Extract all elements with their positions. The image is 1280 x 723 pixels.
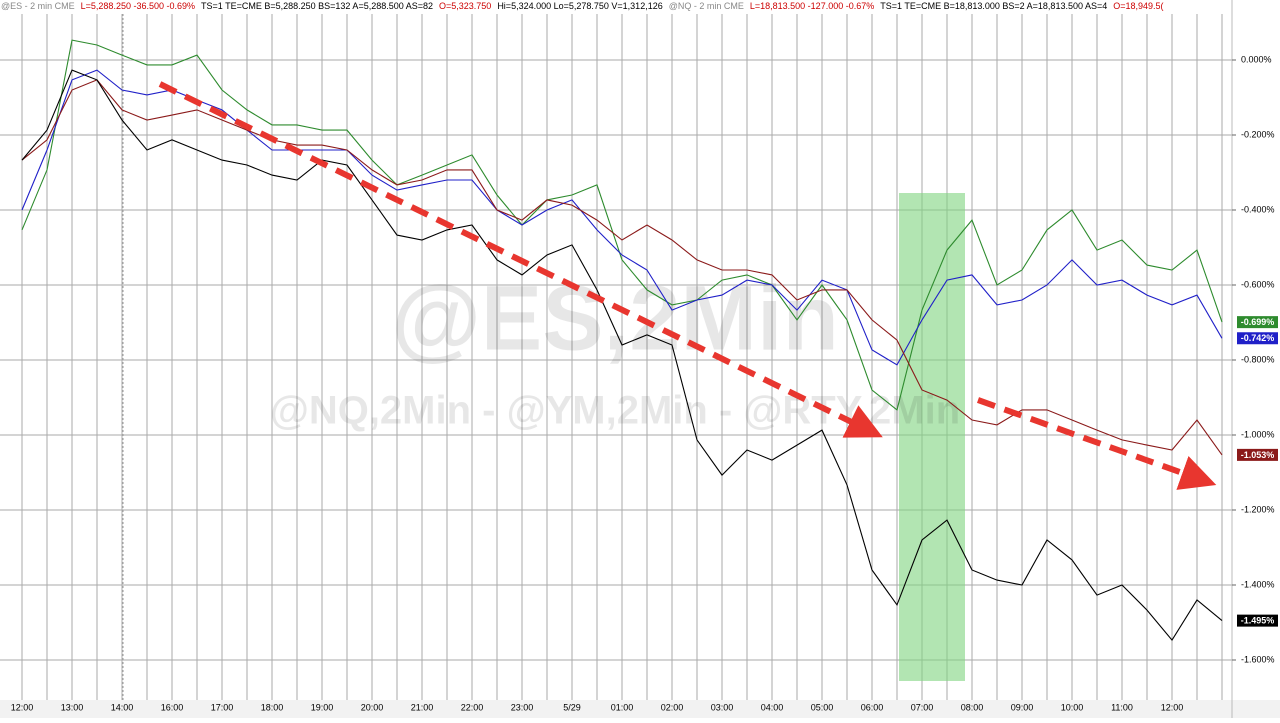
y-tick-label: -0.200% [1241,129,1275,139]
end-tag [1237,316,1278,329]
end-tag [1237,448,1278,461]
x-tick-label: 05:00 [811,702,834,712]
end-label: -1.495% [1241,616,1275,626]
y-tick-label: -1.400% [1241,579,1275,589]
watermark: @NQ,2Min - @YM,2Min - @RTY,2Min [270,389,960,433]
x-tick-label: 01:00 [611,702,634,712]
highlight-band [899,193,965,681]
y-tick-label: 0.000% [1241,54,1272,64]
x-tick-label: 21:00 [411,702,434,712]
end-tag [1237,614,1278,627]
header-field: O=18,949.5( [1113,1,1163,11]
lines [21,39,1223,642]
y-tick-label: -1.000% [1241,429,1275,439]
end-tag [1237,332,1278,345]
x-tick-label: 06:00 [861,702,884,712]
series-line [21,69,1223,642]
x-tick-label: 5/29 [563,702,581,712]
x-tick-label: 14:00 [111,702,134,712]
y-tick-label: -0.400% [1241,204,1275,214]
y-tick-label: -1.200% [1241,504,1275,514]
x-tick-label: 11:00 [1111,702,1133,712]
header-field: @NQ - 2 min CME [669,1,744,11]
series-line [21,39,1223,411]
x-tick-label: 16:00 [161,702,184,712]
header-field: O=5,323.750 [439,1,491,11]
x-tick-label: 22:00 [461,702,484,712]
trend-arrow [158,81,883,438]
x-tick-label: 09:00 [1011,702,1034,712]
end-label: -0.699% [1241,317,1275,327]
series-line [21,69,1223,366]
end-label: -1.053% [1241,450,1275,460]
grid [0,14,1232,700]
x-tick-label: 19:00 [311,702,334,712]
header-field: @ES - 2 min CME [1,1,75,11]
x-tick-label: 04:00 [761,702,784,712]
y-tick-label: -0.600% [1241,279,1275,289]
end-label: -0.742% [1241,333,1275,343]
watermark: @ES,2Min [391,267,839,369]
x-tick-label: 10:00 [1061,702,1084,712]
trend-arrow [976,397,1217,490]
x-tick-label: 12:00 [1161,702,1184,712]
x-tick-label: 07:00 [911,702,934,712]
x-tick-label: 12:00 [11,702,34,712]
x-axis-strip [0,700,1280,718]
x-tick-label: 20:00 [361,702,384,712]
x-tick-label: 18:00 [261,702,284,712]
series-line [21,79,1223,456]
header-field: L=5,288.250 -36.500 -0.69% [81,1,195,11]
header-field: TS=1 TE=CME B=5,288.250 BS=132 A=5,288.5… [201,1,433,11]
x-tick-label: 08:00 [961,702,984,712]
header-field: L=18,813.500 -127.000 -0.67% [750,1,874,11]
y-tick-label: -1.600% [1241,654,1275,664]
x-tick-label: 03:00 [711,702,734,712]
y-tick-label: -0.800% [1241,354,1275,364]
x-tick-label: 23:00 [511,702,534,712]
header-field: Hi=5,324.000 Lo=5,278.750 V=1,312,126 [497,1,662,11]
x-tick-label: 02:00 [661,702,684,712]
header-field: TS=1 TE=CME B=18,813.000 BS=2 A=18,813.5… [880,1,1107,11]
labels: 0.000% -0.200% -0.400% -0.600% -0.800% -1.000… [11,54,1278,712]
header: @ES - 2 min CME L=5,288.250 -36.500 -0.69… [1,1,1164,11]
x-tick-label: 13:00 [61,702,84,712]
x-tick-label: 17:00 [211,702,234,712]
